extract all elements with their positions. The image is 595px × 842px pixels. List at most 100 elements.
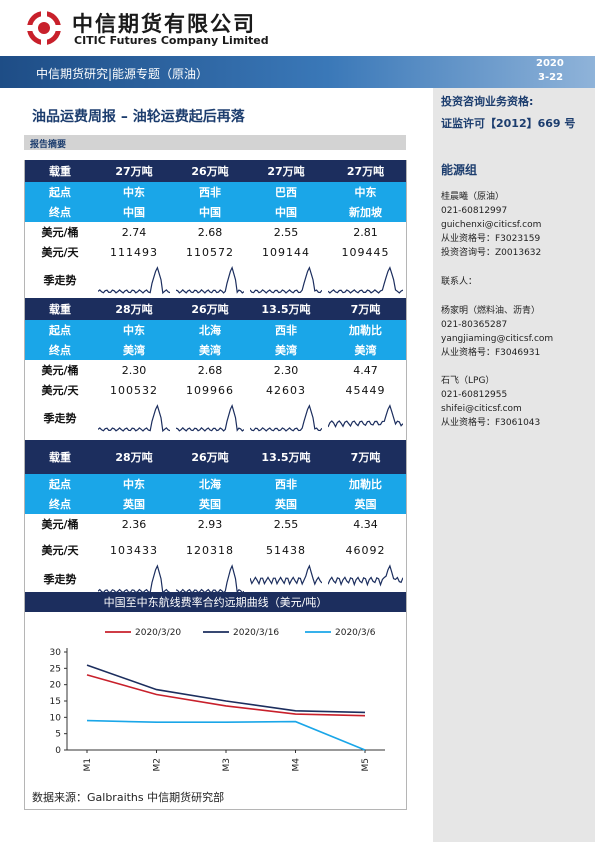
- seasonal-sparkline: [98, 266, 170, 295]
- sparkline-path: [250, 564, 322, 586]
- table-cell: 2.81: [353, 225, 378, 239]
- row-label: 美元/桶: [41, 364, 79, 377]
- contact-line: 从业资格号：F3061043: [441, 418, 541, 428]
- table-cell: 27万吨: [115, 165, 153, 178]
- table-cell: 西非: [275, 324, 297, 337]
- header-banner: [0, 56, 595, 88]
- contact-line: 021-60812955: [441, 390, 508, 400]
- contact-email[interactable]: yangjiaming@citicsf.com: [441, 334, 554, 344]
- table-cell: 英国: [199, 498, 221, 511]
- table-cell: 西非: [199, 186, 221, 199]
- sparkline-path: [176, 564, 244, 594]
- row-label: 美元/桶: [41, 518, 79, 531]
- table-cell: 2.74: [121, 225, 147, 239]
- table-cell: 北海: [199, 478, 221, 491]
- table-cell: 7万吨: [350, 451, 381, 464]
- company-logo-icon: [27, 11, 61, 45]
- y-tick-label: 10: [50, 713, 62, 723]
- table-row-bbl: 美元/桶 2.36 2.93 2.55 4.34: [25, 514, 406, 534]
- contact-line: 联系人：: [441, 277, 478, 287]
- table-cell: 109966: [186, 383, 234, 397]
- table-row-dest: 终点 美湾 美湾 美湾 美湾: [25, 340, 406, 360]
- y-tick-label: 20: [50, 681, 62, 691]
- table-cell: 2.55: [273, 225, 299, 239]
- table-cell: 27万吨: [346, 165, 385, 178]
- table-cell: 13.5万吨: [261, 451, 311, 464]
- table-cell: 4.47: [353, 363, 378, 377]
- row-label: 终点: [49, 344, 71, 357]
- row-label: 美元/天: [41, 544, 79, 557]
- contact-line: 021-80365287: [441, 320, 508, 330]
- table-cell: 111493: [110, 245, 158, 259]
- y-tick-label: 0: [55, 746, 61, 756]
- table-cell: 英国: [275, 498, 297, 511]
- data-source: 数据来源：Galbraiths 中信期货研究部: [32, 791, 225, 804]
- table-cell: 英国: [354, 498, 377, 511]
- series-line: [86, 664, 366, 714]
- contact-email[interactable]: guichenxi@citicsf.com: [441, 220, 542, 230]
- table-row-bbl: 美元/桶 2.30 2.68 2.30 4.47: [25, 360, 406, 380]
- table-cell: 46092: [345, 543, 386, 557]
- table-cell: 中国: [275, 206, 297, 219]
- table-cell: 中国: [123, 206, 145, 219]
- legend-label: 2020/3/6: [335, 628, 376, 638]
- seasonal-sparkline: [328, 266, 403, 294]
- table-cell: 英国: [123, 498, 145, 511]
- table-row-load: 载重 28万吨 26万吨 13.5万吨 7万吨: [25, 298, 406, 320]
- table-row-day: 美元/天 100532 109966 42603 45449: [25, 380, 406, 400]
- table-cell: 西非: [275, 478, 297, 491]
- sparkline-path: [176, 403, 244, 432]
- row-label: 季走势: [43, 274, 77, 287]
- summary-bar: [24, 135, 406, 150]
- sparkline-path: [250, 266, 322, 294]
- table-cell: 2.93: [197, 517, 223, 531]
- table-cell: 巴西: [275, 186, 297, 199]
- company-name-en: CITIC Futures Company Limited: [74, 34, 269, 47]
- seasonal-sparkline: [176, 564, 244, 594]
- contact-line: 投资咨询号：Z0013632: [441, 248, 542, 258]
- table-cell: 加勒比: [349, 324, 382, 337]
- y-tick-label: 5: [55, 730, 61, 740]
- y-tick-label: 25: [50, 664, 61, 674]
- table-row-origin: 起点 中东 北海 西非 加勒比: [25, 320, 406, 340]
- row-label: 载重: [49, 451, 71, 464]
- row-label: 美元/天: [41, 384, 79, 397]
- contact-line: 桂晨曦（原油）: [441, 192, 505, 202]
- group-title: 能源组: [441, 163, 478, 177]
- table-cell: 2.36: [121, 517, 147, 531]
- sparkline-path: [328, 266, 403, 294]
- row-label: 载重: [49, 165, 71, 178]
- row-label: 终点: [49, 498, 71, 511]
- seasonal-sparkline: [176, 403, 244, 432]
- x-tick-label: M2: [153, 758, 163, 772]
- x-tick-label: M1: [83, 758, 93, 772]
- table-cell: 加勒比: [349, 478, 382, 491]
- x-tick-label: M3: [222, 758, 232, 772]
- seasonal-sparkline: [328, 564, 403, 587]
- table-cell: 中东: [123, 324, 145, 337]
- seasonal-sparkline: [98, 404, 170, 433]
- seasonal-sparkline: [250, 564, 322, 586]
- sparkline-path: [98, 564, 170, 595]
- table-cell: 北海: [199, 324, 221, 337]
- contact-email[interactable]: shifei@citicsf.com: [441, 404, 522, 414]
- table-cell: 2.68: [197, 225, 223, 239]
- table-cell: 26万吨: [191, 165, 229, 178]
- table-cell: 120318: [186, 543, 234, 557]
- table-cell: 28万吨: [115, 303, 153, 316]
- table-cell: 100532: [110, 383, 158, 397]
- table-row-bbl: 美元/桶 2.74 2.68 2.55 2.81: [25, 222, 406, 242]
- table-row-dest: 终点 中国 中国 中国 新加坡: [25, 202, 406, 222]
- series-line: [86, 719, 366, 751]
- table-cell: 中东: [354, 186, 377, 199]
- curve-title: 中国至中东航线费率合约远期曲线（美元/吨）: [103, 596, 328, 609]
- sparkline-path: [250, 404, 322, 432]
- row-label: 载重: [49, 303, 71, 316]
- table-row-day: 美元/天 103433 120318 51438 46092: [25, 540, 406, 560]
- contact-line: 021-60812997: [441, 206, 508, 216]
- table-cell: 51438: [266, 543, 306, 557]
- right-sidebar: [433, 88, 595, 842]
- table-cell: 2.30: [121, 363, 147, 377]
- table-row-season: 季走势: [25, 400, 406, 436]
- row-label: 季走势: [43, 573, 77, 586]
